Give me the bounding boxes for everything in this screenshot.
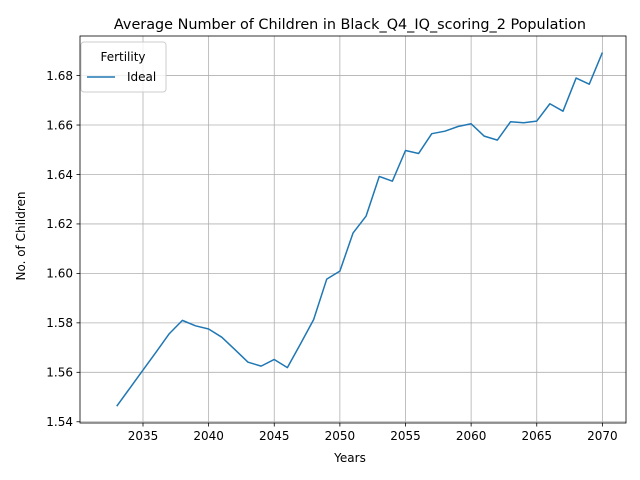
y-axis-ticks: 1.54 1.56 1.58 1.60 1.62 1.64 1.66 1.68 [46, 69, 80, 429]
legend-label-ideal: Ideal [127, 70, 156, 84]
legend-box [80, 41, 167, 93]
x-tick-label: 2050 [325, 429, 356, 443]
x-tick-label: 2070 [587, 429, 618, 443]
x-axis-label: Years [333, 451, 366, 465]
chart-title: Average Number of Children in Black_Q4_I… [114, 17, 586, 33]
x-tick-label: 2055 [390, 429, 421, 443]
x-tick-label: 2065 [521, 429, 552, 443]
x-tick-label: 2045 [259, 429, 290, 443]
x-tick-label: 2040 [193, 429, 224, 443]
legend: Fertility Ideal [80, 41, 167, 93]
series-lines [116, 52, 604, 407]
plot-frame [79, 35, 627, 424]
legend-title: Fertility [100, 50, 145, 64]
y-tick-label: 1.66 [46, 118, 73, 132]
y-tick-label: 1.56 [46, 366, 73, 380]
y-tick-label: 1.58 [46, 316, 73, 330]
y-tick-label: 1.54 [46, 415, 73, 429]
y-tick-label: 1.68 [46, 69, 73, 83]
y-tick-label: 1.60 [46, 267, 73, 281]
x-tick-label: 2060 [456, 429, 487, 443]
x-tick-label: 2035 [128, 429, 159, 443]
grid-lines [80, 36, 626, 423]
x-axis-ticks: 2035 2040 2045 2050 2055 2060 2065 2070 [128, 423, 618, 443]
series-line-ideal [116, 52, 604, 407]
y-tick-label: 1.62 [46, 217, 73, 231]
y-axis-label: No. of Children [14, 191, 28, 280]
y-tick-label: 1.64 [46, 168, 73, 182]
